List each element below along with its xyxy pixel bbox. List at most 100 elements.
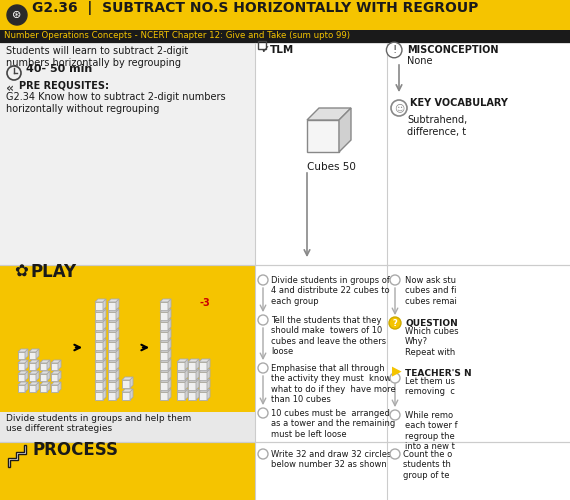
- Polygon shape: [168, 319, 171, 330]
- Text: PRE REQUSITES:: PRE REQUSITES:: [19, 81, 109, 91]
- Polygon shape: [58, 360, 61, 370]
- Polygon shape: [29, 349, 39, 352]
- Bar: [40, 363, 47, 370]
- Bar: [177, 372, 185, 380]
- Polygon shape: [116, 309, 119, 320]
- Polygon shape: [18, 360, 28, 363]
- Text: -3: -3: [200, 298, 211, 308]
- Polygon shape: [168, 359, 171, 370]
- Bar: [95, 342, 103, 350]
- Bar: [108, 372, 116, 380]
- Polygon shape: [160, 359, 171, 362]
- Polygon shape: [199, 359, 210, 362]
- Polygon shape: [188, 379, 199, 382]
- Polygon shape: [122, 377, 133, 380]
- Text: ▶: ▶: [392, 364, 402, 378]
- Text: !: !: [392, 45, 396, 55]
- Polygon shape: [51, 360, 61, 363]
- Polygon shape: [95, 379, 106, 382]
- Polygon shape: [207, 379, 210, 390]
- Polygon shape: [103, 359, 106, 370]
- Circle shape: [258, 363, 268, 373]
- Polygon shape: [25, 382, 28, 392]
- Bar: [51, 385, 58, 392]
- Text: MISCONCEPTION: MISCONCEPTION: [407, 45, 499, 55]
- Text: «: «: [6, 82, 14, 95]
- Polygon shape: [168, 349, 171, 360]
- Polygon shape: [51, 371, 61, 374]
- Circle shape: [258, 315, 268, 325]
- Polygon shape: [95, 349, 106, 352]
- Bar: [29, 352, 36, 359]
- Polygon shape: [188, 369, 199, 372]
- Text: ☺: ☺: [394, 103, 404, 113]
- Text: Now ask stu
cubes and fi
cubes remai: Now ask stu cubes and fi cubes remai: [405, 276, 457, 306]
- Bar: [160, 312, 168, 320]
- Bar: [160, 392, 168, 400]
- Bar: [108, 322, 116, 330]
- Polygon shape: [160, 389, 171, 392]
- Polygon shape: [160, 339, 171, 342]
- Polygon shape: [108, 339, 119, 342]
- Bar: [95, 312, 103, 320]
- Text: Count the o
students th
group of te: Count the o students th group of te: [403, 450, 452, 480]
- Polygon shape: [103, 349, 106, 360]
- Polygon shape: [51, 382, 61, 385]
- Polygon shape: [103, 319, 106, 330]
- Bar: [95, 372, 103, 380]
- Polygon shape: [199, 369, 210, 372]
- Polygon shape: [168, 369, 171, 380]
- Polygon shape: [108, 369, 119, 372]
- Polygon shape: [103, 299, 106, 310]
- Bar: [0, 293, 255, 412]
- Bar: [387, 43, 570, 265]
- Text: Divide students in groups and help them
use different strategies: Divide students in groups and help them …: [6, 414, 192, 434]
- Text: Subtrahend,
difference, t: Subtrahend, difference, t: [407, 115, 467, 136]
- Bar: [18, 352, 25, 359]
- Polygon shape: [168, 339, 171, 350]
- Polygon shape: [103, 329, 106, 340]
- Polygon shape: [103, 339, 106, 350]
- Polygon shape: [18, 349, 28, 352]
- Bar: [199, 362, 207, 370]
- Bar: [0, 442, 255, 500]
- Bar: [255, 265, 570, 442]
- Circle shape: [390, 373, 400, 383]
- Text: QUESTION: QUESTION: [405, 319, 458, 328]
- Bar: [160, 302, 168, 310]
- Bar: [108, 312, 116, 320]
- Polygon shape: [103, 389, 106, 400]
- Text: Students will learn to subtract 2-digit
numbers horizontally by regrouping: Students will learn to subtract 2-digit …: [6, 46, 188, 68]
- Text: Write 32 and draw 32 circles
below number 32 as shown: Write 32 and draw 32 circles below numbe…: [271, 450, 392, 469]
- Text: Emphasise that all through
the activity they must  know
what to do if they  have: Emphasise that all through the activity …: [271, 364, 396, 404]
- Polygon shape: [160, 369, 171, 372]
- Polygon shape: [130, 389, 133, 400]
- Bar: [160, 382, 168, 390]
- Bar: [95, 332, 103, 340]
- Bar: [40, 385, 47, 392]
- Bar: [258, 41, 266, 49]
- Bar: [95, 382, 103, 390]
- Bar: [122, 392, 130, 400]
- Polygon shape: [25, 349, 28, 359]
- Polygon shape: [130, 377, 133, 388]
- Bar: [160, 342, 168, 350]
- Polygon shape: [168, 309, 171, 320]
- Polygon shape: [108, 349, 119, 352]
- Polygon shape: [36, 349, 39, 359]
- Polygon shape: [196, 389, 199, 400]
- Bar: [188, 372, 196, 380]
- Polygon shape: [168, 379, 171, 390]
- Polygon shape: [103, 379, 106, 390]
- Polygon shape: [103, 309, 106, 320]
- Bar: [188, 382, 196, 390]
- Polygon shape: [116, 319, 119, 330]
- Polygon shape: [196, 359, 199, 370]
- Bar: [160, 362, 168, 370]
- Polygon shape: [116, 299, 119, 310]
- Bar: [95, 362, 103, 370]
- Polygon shape: [160, 329, 171, 332]
- Polygon shape: [199, 379, 210, 382]
- Bar: [108, 352, 116, 360]
- Bar: [188, 392, 196, 400]
